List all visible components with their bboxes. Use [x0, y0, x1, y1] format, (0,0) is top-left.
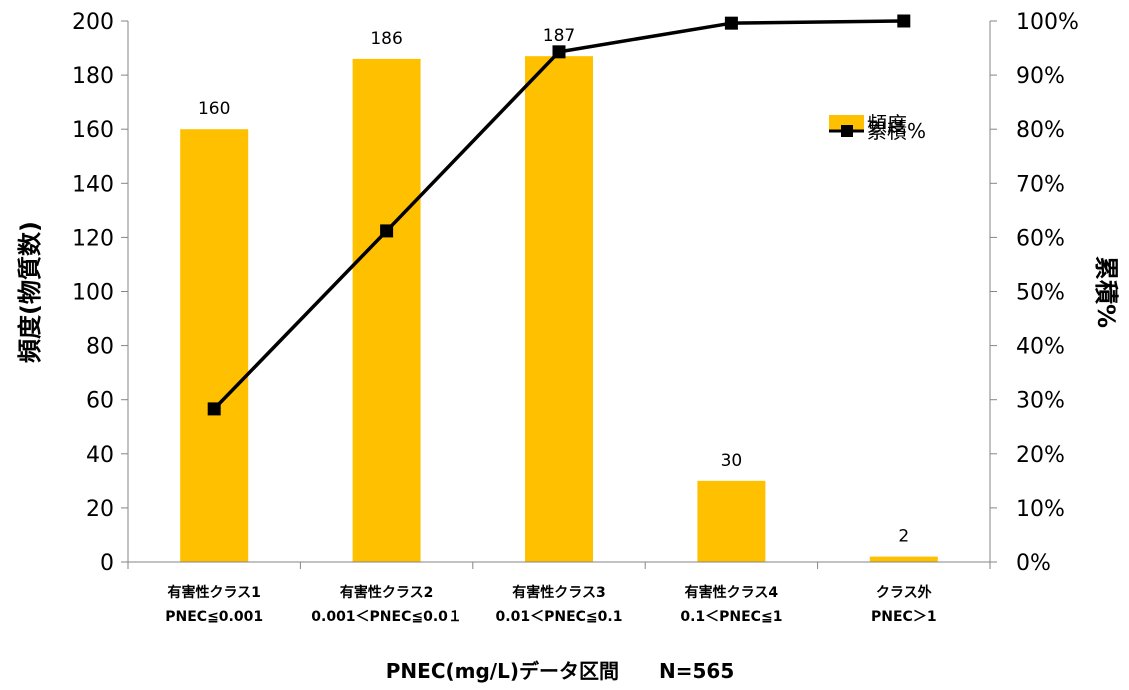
- y-tick-label: 0: [100, 551, 114, 576]
- y2-axis-title: 累積%: [1092, 256, 1120, 328]
- y-tick-label: 180: [72, 64, 114, 89]
- y-tick-label: 140: [72, 172, 114, 197]
- x-category-label-2: 有害性クラス2: [340, 584, 433, 601]
- bar-value-label-4: 30: [721, 451, 743, 471]
- y2-tick-label: 60%: [1016, 226, 1065, 251]
- y-axis-title: 頻度(物質数): [16, 221, 44, 363]
- cumulative-marker-4: [724, 16, 738, 30]
- y-tick-label: 100: [72, 281, 114, 306]
- legend-bar-label: 頻度: [867, 112, 907, 136]
- legend-line-marker: [841, 125, 853, 137]
- y2-tick-label: 50%: [1016, 281, 1065, 306]
- bar-value-label-5: 2: [898, 527, 909, 547]
- bar-value-label-1: 160: [198, 99, 230, 119]
- bar-3: [525, 56, 593, 562]
- bar-2: [352, 58, 421, 563]
- cumulative-marker-2: [380, 224, 394, 238]
- bar-4: [697, 480, 766, 562]
- axes-layer: [121, 20, 997, 569]
- y2-tick-label: 90%: [1016, 64, 1065, 89]
- x-category-sublabel-3: 0.01＜PNEC≦0.1: [496, 609, 623, 625]
- cumulative-marker-3: [552, 45, 566, 59]
- y-tick-label: 60: [86, 389, 114, 414]
- bars-layer: [180, 56, 938, 563]
- y-tick-label: 200: [72, 10, 114, 35]
- y-tick-label: 120: [72, 226, 114, 251]
- y2-tick-label: 0%: [1016, 551, 1051, 576]
- legend-line-label: 累積%: [867, 119, 926, 143]
- cumulative-marker-5: [897, 14, 911, 28]
- bar-value-label-2: 186: [370, 29, 402, 49]
- x-category-sublabel-2: 0.001＜PNEC≦0.0１: [311, 609, 462, 625]
- cumulative-marker-1: [207, 402, 221, 416]
- legend-bar-swatch: [829, 115, 864, 131]
- x-category-sublabel-5: PNEC＞1: [871, 609, 937, 625]
- y2-tick-label: 10%: [1016, 497, 1065, 522]
- bar-5: [869, 556, 938, 562]
- y2-tick-label: 80%: [1016, 118, 1065, 143]
- y2-tick-label: 20%: [1016, 443, 1065, 468]
- legend: 頻度 累積%: [829, 112, 926, 143]
- y-tick-label: 20: [86, 497, 114, 522]
- cumulative-line-layer: [207, 14, 911, 416]
- bar-value-label-3: 187: [543, 26, 575, 46]
- bar-1: [180, 129, 249, 562]
- y-tick-label: 160: [72, 118, 114, 143]
- x-category-label-5: クラス外: [876, 584, 932, 601]
- y-tick-label: 80: [86, 335, 114, 360]
- x-category-sublabel-1: PNEC≦0.001: [165, 609, 263, 625]
- x-category-label-3: 有害性クラス3: [512, 584, 605, 601]
- y2-tick-label: 100%: [1016, 10, 1079, 35]
- y2-tick-label: 30%: [1016, 389, 1065, 414]
- y2-tick-label: 40%: [1016, 335, 1065, 360]
- x-axis-title: PNEC(mg/L)データ区間 N=565: [386, 659, 734, 683]
- x-category-label-1: 有害性クラス1: [167, 584, 260, 601]
- x-category-sublabel-4: 0.1＜PNEC≦1: [680, 609, 782, 625]
- y2-tick-label: 70%: [1016, 172, 1065, 197]
- x-category-label-4: 有害性クラス4: [685, 584, 779, 601]
- y-tick-label: 40: [86, 443, 114, 468]
